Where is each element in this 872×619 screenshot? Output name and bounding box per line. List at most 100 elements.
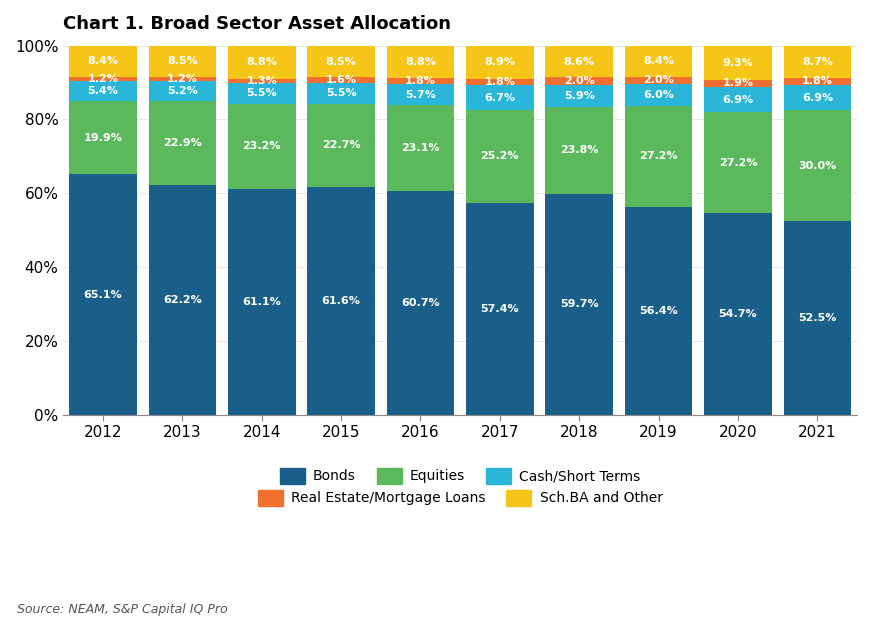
Bar <box>546 46 613 77</box>
Text: Chart 1. Broad Sector Asset Allocation: Chart 1. Broad Sector Asset Allocation <box>64 15 452 33</box>
Text: 1.3%: 1.3% <box>247 76 277 86</box>
Text: 57.4%: 57.4% <box>480 304 519 314</box>
Text: 8.8%: 8.8% <box>246 58 277 67</box>
Bar <box>784 85 851 110</box>
Bar <box>308 103 375 188</box>
Text: 1.6%: 1.6% <box>325 76 357 85</box>
Bar <box>308 77 375 84</box>
Bar <box>308 46 375 77</box>
Text: 6.9%: 6.9% <box>722 95 753 105</box>
Text: 5.5%: 5.5% <box>326 89 357 98</box>
Text: 54.7%: 54.7% <box>719 309 757 319</box>
Text: 1.8%: 1.8% <box>405 76 436 86</box>
Bar <box>387 84 454 105</box>
Bar <box>467 46 534 79</box>
Text: 30.0%: 30.0% <box>798 160 836 171</box>
Text: 19.9%: 19.9% <box>84 132 122 143</box>
Bar <box>228 189 296 415</box>
Bar <box>705 113 772 213</box>
Bar <box>149 101 216 185</box>
Text: 22.9%: 22.9% <box>163 138 201 148</box>
Text: 27.2%: 27.2% <box>639 151 678 162</box>
Bar <box>784 110 851 221</box>
Bar <box>467 110 534 203</box>
Bar <box>784 46 851 78</box>
Text: 6.7%: 6.7% <box>484 92 515 103</box>
Bar <box>705 87 772 113</box>
Bar <box>387 191 454 415</box>
Text: 59.7%: 59.7% <box>560 300 598 310</box>
Bar <box>705 213 772 415</box>
Text: 2.0%: 2.0% <box>564 76 595 86</box>
Bar <box>228 46 296 79</box>
Bar <box>228 84 296 103</box>
Bar <box>784 78 851 85</box>
Bar <box>69 77 137 81</box>
Legend: Real Estate/Mortgage Loans, Sch.BA and Other: Real Estate/Mortgage Loans, Sch.BA and O… <box>252 484 668 511</box>
Text: 56.4%: 56.4% <box>639 306 678 316</box>
Bar <box>69 101 137 175</box>
Text: 22.7%: 22.7% <box>322 141 360 150</box>
Bar <box>625 46 692 77</box>
Text: 23.2%: 23.2% <box>242 141 281 152</box>
Bar <box>467 85 534 110</box>
Bar <box>625 106 692 207</box>
Bar <box>69 46 137 77</box>
Bar <box>705 46 772 80</box>
Bar <box>69 175 137 415</box>
Text: 5.9%: 5.9% <box>564 90 595 101</box>
Text: 5.4%: 5.4% <box>87 86 119 96</box>
Bar <box>546 85 613 106</box>
Bar <box>546 106 613 194</box>
Text: 8.7%: 8.7% <box>802 57 833 67</box>
Bar <box>308 84 375 103</box>
Text: 1.2%: 1.2% <box>87 74 119 84</box>
Text: 23.8%: 23.8% <box>560 145 598 155</box>
Text: 23.1%: 23.1% <box>401 143 439 153</box>
Text: 6.0%: 6.0% <box>644 90 674 100</box>
Bar <box>149 82 216 101</box>
Text: 8.8%: 8.8% <box>405 56 436 66</box>
Text: 6.9%: 6.9% <box>801 92 833 103</box>
Bar <box>625 207 692 415</box>
Text: 5.5%: 5.5% <box>247 89 277 98</box>
Bar <box>149 46 216 77</box>
Text: 1.2%: 1.2% <box>167 74 198 84</box>
Bar <box>705 80 772 87</box>
Bar <box>784 221 851 415</box>
Bar <box>625 84 692 106</box>
Text: 25.2%: 25.2% <box>480 151 519 162</box>
Text: 1.8%: 1.8% <box>802 77 833 87</box>
Text: Source: NEAM, S&P Capital IQ Pro: Source: NEAM, S&P Capital IQ Pro <box>17 603 228 616</box>
Bar <box>387 45 454 78</box>
Text: 1.9%: 1.9% <box>723 79 753 89</box>
Bar <box>149 185 216 415</box>
Text: 60.7%: 60.7% <box>401 298 439 308</box>
Text: 5.2%: 5.2% <box>167 86 198 96</box>
Text: 27.2%: 27.2% <box>719 158 757 168</box>
Text: 9.3%: 9.3% <box>723 58 753 68</box>
Bar <box>149 77 216 82</box>
Text: 8.4%: 8.4% <box>643 56 674 66</box>
Bar <box>69 81 137 101</box>
Text: 8.4%: 8.4% <box>87 56 119 66</box>
Text: 61.1%: 61.1% <box>242 297 281 307</box>
Text: 61.6%: 61.6% <box>322 296 361 306</box>
Text: 8.6%: 8.6% <box>563 56 595 66</box>
Text: 8.5%: 8.5% <box>167 56 198 66</box>
Bar <box>467 79 534 85</box>
Text: 1.8%: 1.8% <box>485 77 515 87</box>
Bar <box>228 79 296 84</box>
Text: 8.9%: 8.9% <box>484 57 515 67</box>
Bar <box>387 105 454 191</box>
Bar <box>228 103 296 189</box>
Bar <box>467 203 534 415</box>
Text: 8.5%: 8.5% <box>326 57 357 67</box>
Text: 52.5%: 52.5% <box>798 313 836 322</box>
Bar <box>546 77 613 85</box>
Bar <box>387 78 454 84</box>
Bar <box>308 188 375 415</box>
Text: 65.1%: 65.1% <box>84 290 122 300</box>
Bar <box>625 77 692 84</box>
Text: 62.2%: 62.2% <box>163 295 201 305</box>
